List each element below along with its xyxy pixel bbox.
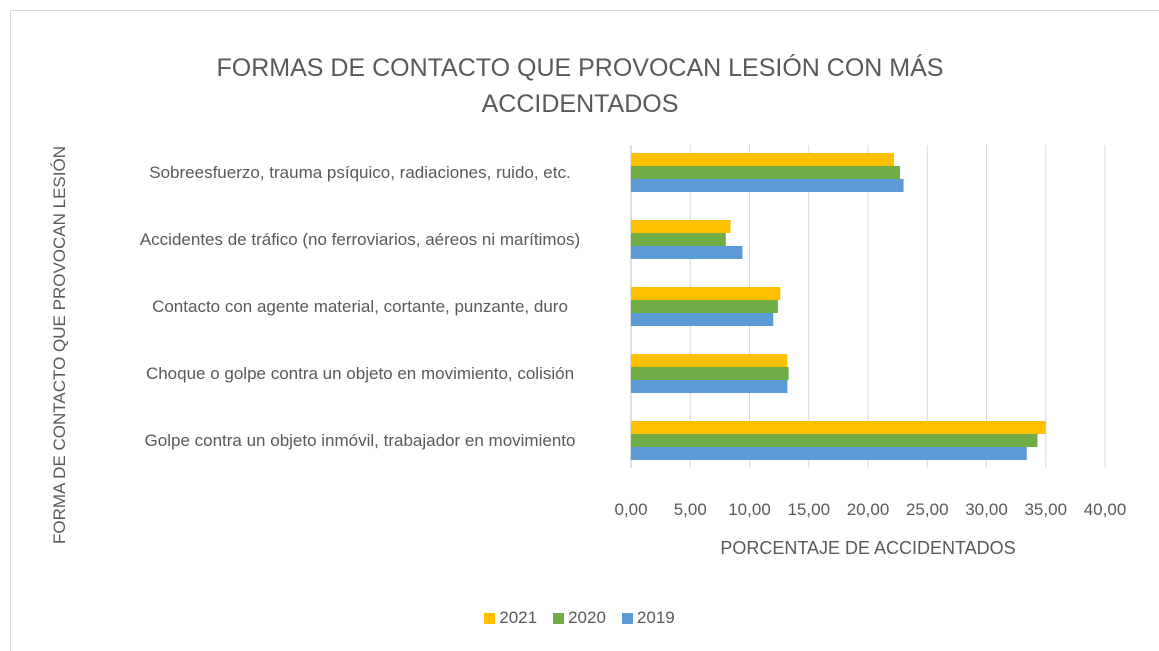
legend-item: 2021 [484, 608, 537, 628]
bar [631, 421, 1046, 434]
y-axis-title: FORMA DE CONTACTO QUE PROVOCAN LESIÓN [50, 146, 69, 544]
legend: 2021 2020 2019 [0, 608, 1159, 628]
chart-title: FORMAS DE CONTACTO QUE PROVOCAN LESIÓN C… [216, 54, 944, 118]
x-axis-title: PORCENTAJE DE ACCIDENTADOS [720, 538, 1016, 558]
x-tick-label: 25,00 [905, 500, 949, 519]
y-tick-label: Choque o golpe contra un objeto en movim… [145, 363, 575, 383]
bar [631, 179, 904, 192]
y-tick-label: Contacto con agente material, cortante, … [152, 296, 568, 316]
legend-swatch [553, 612, 565, 624]
legend-item: 2019 [621, 608, 675, 628]
bar [631, 434, 1038, 447]
legend-label: 2020 [568, 608, 606, 627]
chart-frame [10, 10, 1159, 651]
x-tick-label: 20,00 [846, 500, 890, 519]
y-tick-label: Golpe contra un objeto inmóvil, trabajad… [144, 430, 576, 450]
x-tick-label: 35,00 [1024, 500, 1068, 519]
x-tick-label: 15,00 [787, 500, 831, 519]
bar [631, 300, 778, 313]
bar [631, 220, 731, 233]
legend-swatch [621, 612, 633, 624]
legend-swatch [484, 612, 496, 624]
y-tick-label: Accidentes de tráfico (no ferroviarios, … [139, 229, 581, 249]
legend-label: 2019 [636, 608, 675, 627]
x-tick-label: 0,00 [614, 500, 648, 519]
x-tick-label: 40,00 [1083, 500, 1127, 519]
bar [631, 153, 895, 166]
bar [631, 287, 781, 300]
bar [631, 380, 788, 393]
bar [631, 233, 726, 246]
x-tick-label: 5,00 [673, 500, 707, 519]
x-tick-label: 10,00 [728, 500, 771, 519]
x-tick-label: 30,00 [965, 500, 1008, 519]
bar [631, 354, 788, 367]
bar [631, 246, 743, 259]
bar [631, 313, 774, 326]
bar [631, 447, 1027, 460]
y-tick-label: Sobreesfuerzo, trauma psíquico, radiacio… [149, 162, 571, 182]
legend-item: 2020 [553, 608, 606, 628]
bar [631, 367, 789, 380]
legend-label: 2021 [499, 608, 538, 627]
bar [631, 166, 900, 179]
